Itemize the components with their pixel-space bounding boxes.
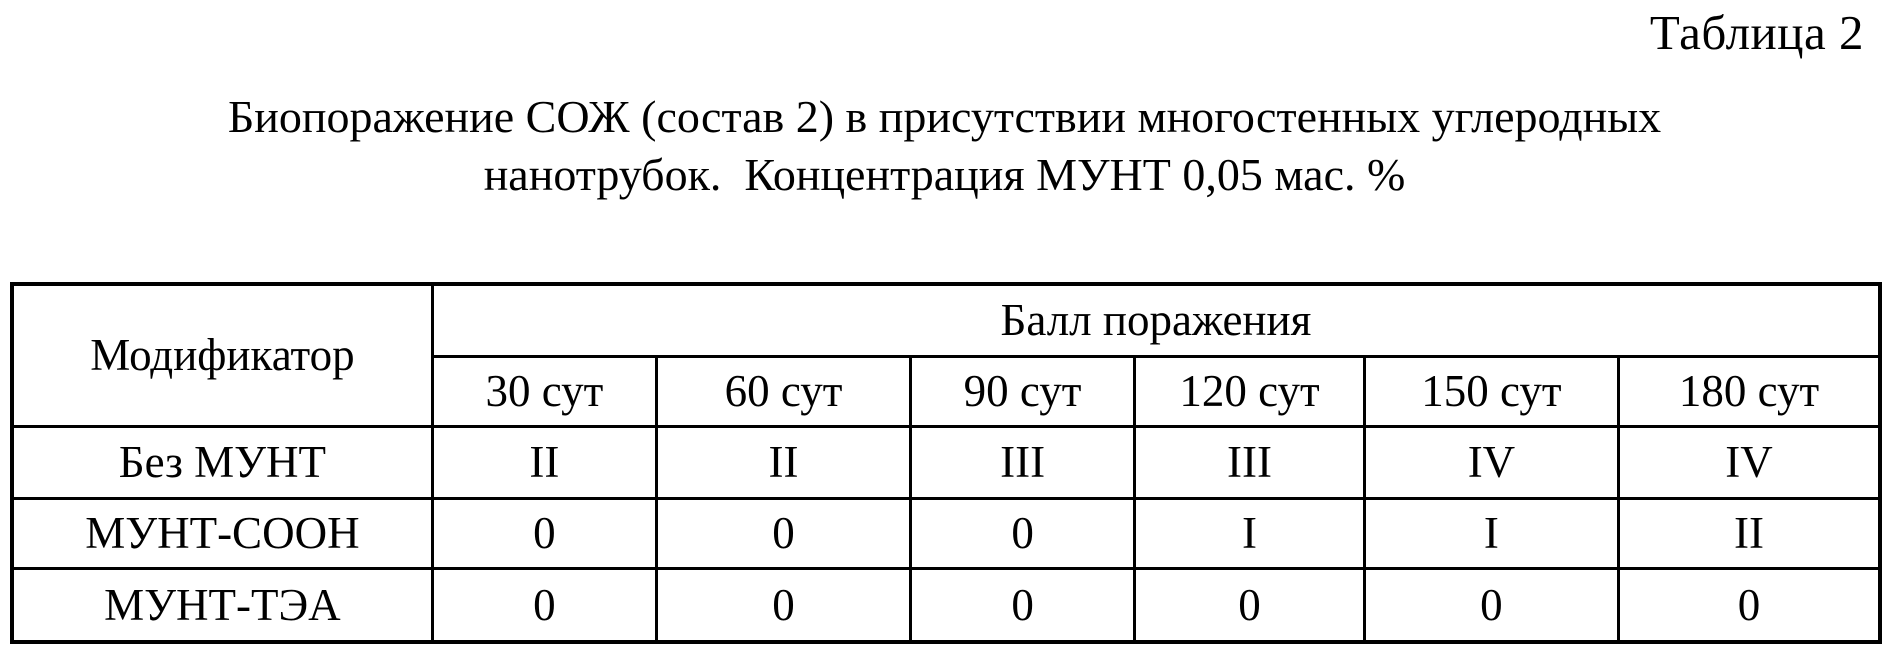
column-header-day-90: 90 сут [908, 354, 1137, 428]
header-row-days: 30 сут 60 сут 90 сут 120 сут 150 сут 180… [12, 354, 1882, 428]
column-header-day-120: 120 сут [1133, 354, 1366, 428]
cell-value: 0 [654, 566, 913, 644]
cell-value: II [430, 424, 658, 500]
table-title: Биопоражение СОЖ (состав 2) в присутстви… [0, 88, 1889, 204]
cell-value: 0 [908, 566, 1137, 644]
cell-value: I [1133, 496, 1366, 570]
row-modifier-label: МУНТ-ТЭА [10, 566, 434, 644]
table-title-line-2: нанотрубок. Концентрация МУНТ 0,05 мас. … [483, 149, 1406, 200]
cell-value: 0 [1616, 566, 1882, 644]
cell-value: 0 [1362, 566, 1620, 644]
bio-damage-table: Модификатор Балл поражения 30 сут 60 сут… [10, 282, 1882, 644]
table-row: МУНТ-ТЭА 0 0 0 0 0 0 [10, 566, 1882, 644]
cell-value: IV [1362, 424, 1620, 500]
cell-value: 0 [654, 496, 913, 570]
row-modifier-label: МУНТ-СООН [10, 496, 434, 570]
column-header-day-180: 180 сут [1616, 354, 1882, 428]
table-title-line-1: Биопоражение СОЖ (состав 2) в присутстви… [227, 91, 1662, 142]
cell-value: III [908, 424, 1137, 500]
header-row-group: Модификатор Балл поражения [10, 282, 1882, 428]
cell-value: IV [1616, 424, 1882, 500]
table-row: МУНТ-СООН 0 0 0 I I II [10, 496, 1882, 570]
column-header-day-30: 30 сут [430, 354, 658, 428]
column-header-damage-score: Балл поражения [430, 282, 1882, 358]
table-row: Без МУНТ II II III III IV IV [10, 424, 1882, 500]
cell-value: 0 [1133, 566, 1366, 644]
cell-value: III [1133, 424, 1366, 500]
cell-value: I [1362, 496, 1620, 570]
cell-value: 0 [430, 496, 658, 570]
column-header-modifier: Модификатор [10, 282, 434, 428]
cell-value: II [654, 424, 913, 500]
cell-value: 0 [908, 496, 1137, 570]
cell-value: II [1616, 496, 1882, 570]
column-header-day-60: 60 сут [654, 354, 913, 428]
cell-value: 0 [430, 566, 658, 644]
column-header-day-150: 150 сут [1362, 354, 1620, 428]
row-modifier-label: Без МУНТ [10, 424, 434, 500]
table-caption: Таблица 2 [1649, 5, 1864, 60]
